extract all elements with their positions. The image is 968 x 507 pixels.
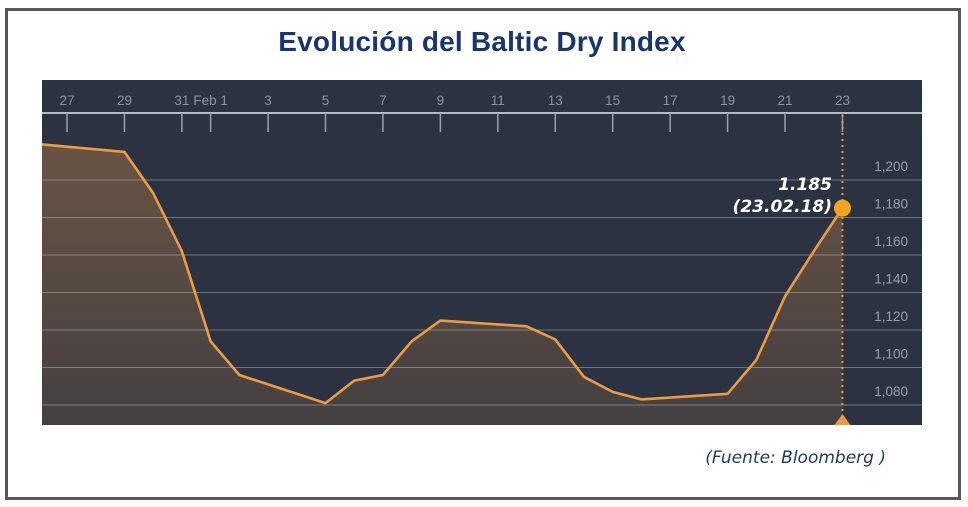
x-axis-label: 5 [322, 93, 330, 108]
series-area-fill [42, 144, 843, 425]
endpoint-marker [833, 199, 851, 217]
x-axis-label: 3 [264, 93, 272, 108]
annotation-value: 1.185 [778, 175, 832, 195]
chart-title: Evolución del Baltic Dry Index [278, 26, 686, 57]
x-axis-label: 9 [437, 93, 445, 108]
marker-layer [833, 115, 851, 425]
y-axis-label: 1,160 [874, 234, 908, 249]
x-axis-label: 15 [605, 93, 620, 108]
y-axis-label: 1,080 [874, 384, 908, 399]
x-axis-label: 21 [778, 93, 793, 108]
axis-label-layer: 1,200 1,180 1,160 1,140 1,120 1,100 1,080 27 29 3… [60, 93, 908, 399]
x-axis-label: 29 [117, 93, 132, 108]
x-axis-label: 31 [174, 93, 189, 108]
x-axis-label: 17 [663, 93, 678, 108]
y-axis-label: 1,180 [874, 197, 908, 212]
gridline-layer [42, 179, 922, 406]
y-axis-label: 1,100 [874, 347, 908, 362]
y-axis-label: 1,120 [874, 309, 908, 324]
annotation-date: (23.02.18) [732, 197, 832, 217]
area-fill-layer [42, 144, 843, 425]
bottom-triangle-marker [834, 414, 851, 425]
x-axis-label: 7 [379, 93, 387, 108]
chart-panel: 1,200 1,180 1,160 1,140 1,120 1,100 1,080 27 29 3… [42, 80, 922, 425]
x-axis-label: 13 [548, 93, 563, 108]
y-axis-label: 1,200 [874, 159, 908, 174]
x-axis-label: Feb 1 [193, 93, 228, 108]
series-line-layer [42, 143, 844, 405]
x-axis-layer [42, 112, 922, 132]
x-axis-label: 27 [60, 93, 75, 108]
source-credit: (Fuente: Bloomberg ) [705, 448, 886, 468]
x-axis-label: 19 [720, 93, 735, 108]
baltic-dry-index-chart: 1,200 1,180 1,160 1,140 1,120 1,100 1,080 27 29 3… [42, 93, 922, 425]
last-value-annotation: 1.185 (23.02.18) [733, 174, 832, 218]
x-axis-label: 11 [491, 93, 505, 108]
y-axis-label: 1,140 [874, 272, 908, 287]
x-axis-label: 23 [835, 93, 850, 108]
series-line [42, 143, 844, 405]
